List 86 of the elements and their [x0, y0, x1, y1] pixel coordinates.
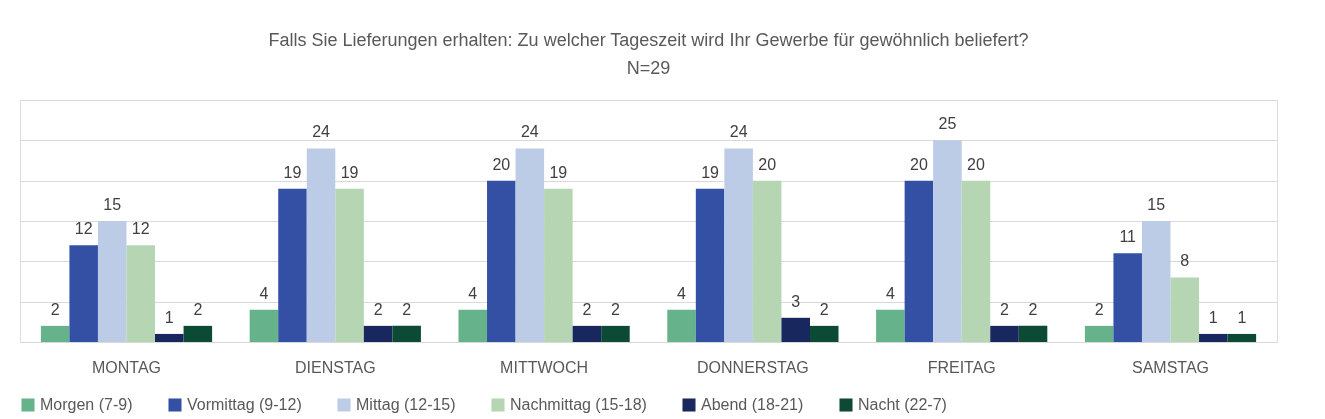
- data-label: 2: [819, 300, 829, 318]
- x-tick-label: FREITAG: [927, 358, 996, 376]
- chart-title: Falls Sie Lieferungen erhalten: Zu welcher Tageszeit wird Ihr Gewerbe für gewöhnlich beliefert?: [268, 30, 1029, 50]
- bar: [363, 325, 393, 342]
- x-tick-label: DONNERSTAG: [697, 358, 809, 376]
- data-label: 2: [1000, 300, 1010, 318]
- data-label: 19: [701, 163, 720, 181]
- data-label: 24: [312, 123, 331, 141]
- data-label: 2: [193, 300, 203, 318]
- data-label: 2: [1028, 300, 1038, 318]
- bar: [1141, 221, 1171, 342]
- data-label: 24: [729, 123, 748, 141]
- x-tick-label: MONTAG: [91, 358, 162, 376]
- bar: [695, 188, 725, 342]
- bar: [933, 140, 962, 342]
- bar: [1113, 253, 1142, 342]
- legend-label: Nachmittag (15-18): [510, 396, 647, 413]
- data-label: 4: [259, 284, 269, 302]
- bar: [515, 148, 545, 342]
- bar: [487, 180, 516, 342]
- data-label: 20: [910, 155, 928, 173]
- data-label: 1: [1237, 308, 1247, 326]
- data-label: 4: [468, 284, 478, 302]
- data-label: 20: [758, 155, 777, 173]
- bar: [249, 309, 279, 342]
- data-label: 3: [791, 292, 801, 310]
- bar: [752, 180, 782, 342]
- bar: [97, 221, 127, 342]
- bar: [458, 309, 488, 342]
- bar: [392, 325, 421, 342]
- bar: [278, 188, 307, 342]
- data-label: 19: [549, 163, 568, 181]
- bar: [544, 188, 573, 342]
- x-tick-label: MITTWOCH: [500, 358, 589, 376]
- data-label: 19: [340, 163, 359, 181]
- legend-label: Abend (18-21): [701, 396, 804, 413]
- legend-label: Morgen (7-9): [40, 396, 133, 413]
- bar: [1170, 277, 1200, 342]
- bar: [1084, 325, 1114, 342]
- bar: [183, 325, 213, 342]
- data-label: 2: [1094, 300, 1104, 318]
- data-label: 2: [373, 300, 383, 318]
- data-label: 24: [520, 123, 539, 141]
- data-label: 4: [885, 284, 895, 302]
- bar: [572, 325, 602, 342]
- chart-subtitle: N=29: [626, 58, 671, 78]
- data-label: 4: [677, 284, 687, 302]
- bar: [1227, 333, 1257, 342]
- data-label: 15: [1147, 196, 1166, 213]
- data-label: 19: [283, 163, 302, 181]
- bar: [1018, 325, 1048, 342]
- data-label: 8: [1180, 252, 1190, 270]
- bar: [961, 180, 991, 342]
- data-label: 25: [938, 115, 957, 133]
- data-label: 2: [402, 300, 412, 318]
- x-tick-label: SAMSTAG: [1131, 358, 1210, 376]
- x-tick-label: DIENSTAG: [294, 358, 376, 376]
- bar: [335, 188, 364, 342]
- data-label: 2: [610, 300, 620, 318]
- bar: [781, 317, 810, 342]
- bar: [724, 148, 753, 342]
- data-label: 20: [967, 155, 985, 173]
- data-label: 15: [103, 196, 122, 213]
- bar: [69, 245, 98, 342]
- data-label: 1: [1208, 308, 1218, 326]
- data-label: 11: [1119, 228, 1137, 246]
- legend-label: Nacht (22-7): [858, 396, 947, 413]
- data-label: 2: [582, 300, 592, 318]
- legend-label: Vormittag (9-12): [187, 396, 302, 413]
- bar: [809, 325, 839, 342]
- bar: [990, 325, 1019, 342]
- data-label: 12: [131, 220, 150, 238]
- data-label: 1: [164, 308, 174, 326]
- data-label: 2: [50, 300, 60, 318]
- bar: [1199, 333, 1228, 342]
- bar: [306, 148, 336, 342]
- legend-label: Mittag (12-15): [356, 396, 456, 413]
- data-label: 12: [74, 220, 93, 238]
- bar: [155, 333, 184, 342]
- bar: [667, 309, 696, 342]
- data-label: 20: [492, 155, 511, 173]
- bar: [126, 245, 156, 342]
- bar: [904, 180, 934, 342]
- bar: [40, 325, 70, 342]
- bar: [876, 309, 905, 342]
- bar: [601, 325, 630, 342]
